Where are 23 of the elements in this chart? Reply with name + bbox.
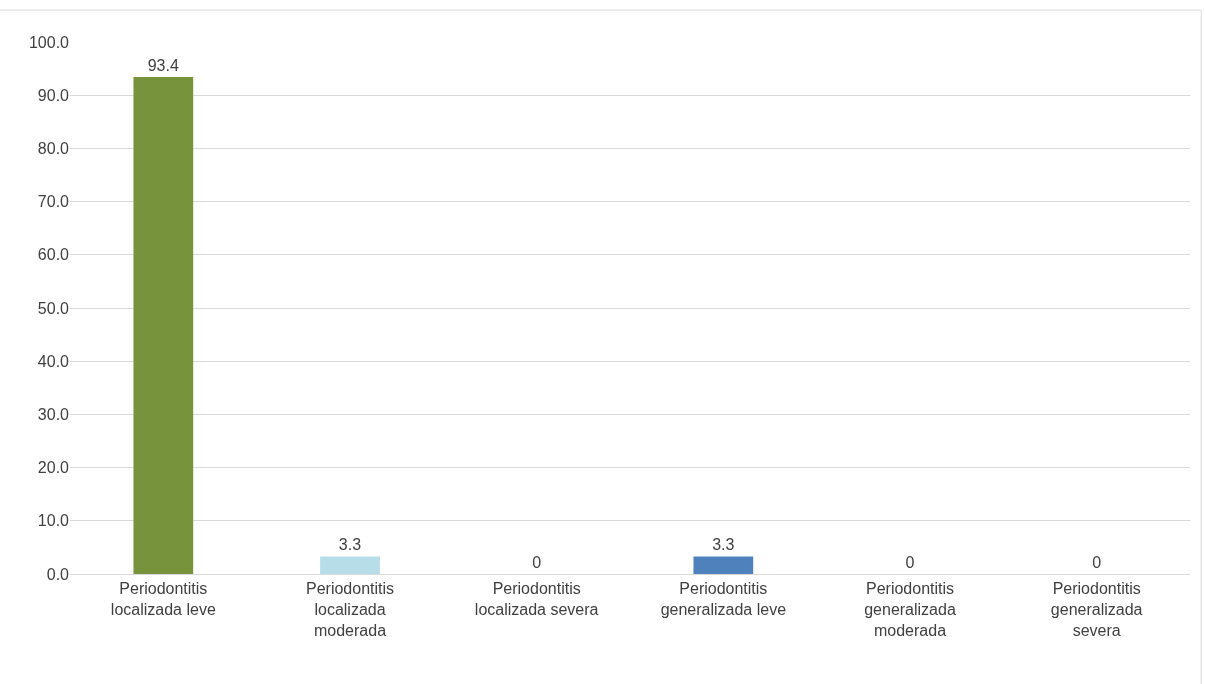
y-tick-label: 90.0 (37, 86, 70, 104)
data-label: 3.3 (338, 536, 362, 554)
y-tick-label: 100.0 (28, 33, 70, 51)
data-label: 93.4 (147, 57, 179, 75)
data-label: 0 (905, 554, 915, 571)
x-tick-label: Periodontitis generalizada severa (1050, 580, 1143, 639)
y-tick-label: 30.0 (37, 406, 70, 423)
data-label: 0 (1092, 554, 1102, 571)
x-tick-label: Periodontitis localizada moderada (305, 580, 395, 639)
x-tick-label: Periodontitis generalizada leve (660, 580, 787, 618)
data-label: 3.3 (712, 536, 735, 554)
y-tick-label: 20.0 (37, 459, 70, 477)
y-tick-label: 80.0 (37, 140, 70, 157)
x-tick-label: Periodontitis localizada leve (110, 580, 216, 618)
data-label: 0 (532, 554, 542, 571)
y-tick-label: 70.0 (37, 193, 70, 211)
y-tick-label: 50.0 (37, 299, 70, 317)
x-tick-label: Periodontitis localizada severa (474, 580, 599, 618)
y-tick-label: 40.0 (37, 352, 70, 370)
y-tick-label: 0.0 (46, 565, 70, 583)
y-tick-label: 60.0 (37, 246, 70, 264)
y-tick-label: 10.0 (37, 512, 70, 530)
x-tick-label: Periodontitis generalizada moderada (864, 580, 956, 639)
